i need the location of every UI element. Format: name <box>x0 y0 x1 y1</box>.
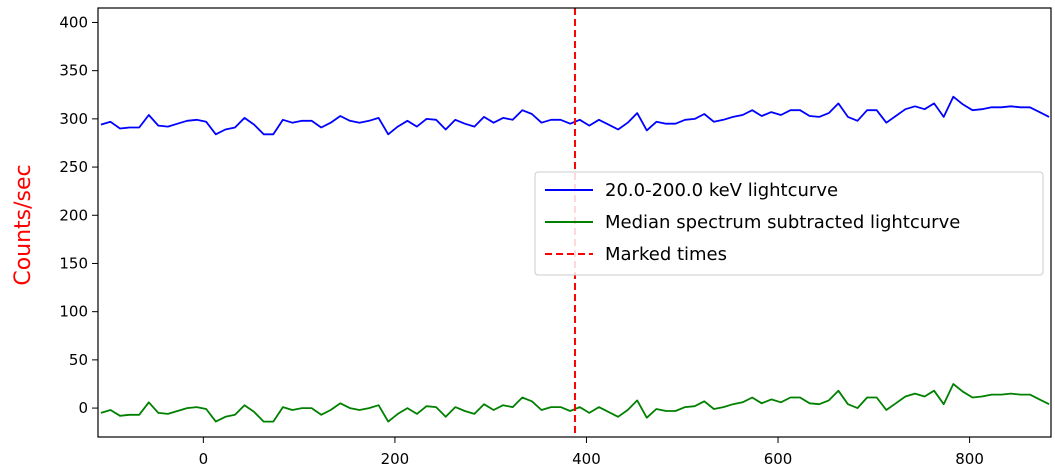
y-tick-label: 200 <box>59 206 88 224</box>
y-tick-label: 250 <box>59 158 88 176</box>
y-tick-label: 400 <box>59 13 88 31</box>
y-tick-label: 300 <box>59 110 88 128</box>
legend-box <box>534 171 1044 276</box>
x-tick-label: 0 <box>199 450 209 468</box>
axes-frame <box>97 7 1052 438</box>
x-tick-label: 400 <box>572 450 601 468</box>
y-tick-label: 100 <box>59 303 88 321</box>
legend-label-3: Marked times <box>605 244 727 265</box>
y-tick-label: 350 <box>59 62 88 80</box>
y-tick-label: 0 <box>78 399 88 417</box>
y-tick-label: 50 <box>69 351 88 369</box>
legend-label-2: Median spectrum subtracted lightcurve <box>605 212 960 233</box>
legend: 20.0-200.0 keV lightcurve Median spectrum… <box>534 171 1044 276</box>
legend-label-1: 20.0-200.0 keV lightcurve <box>605 180 838 201</box>
x-tick-label: 200 <box>381 450 410 468</box>
x-tick-label: 600 <box>764 450 793 468</box>
y-tick-label: 150 <box>59 254 88 272</box>
plot-area: 0 50 100 150 200 250 300 350 400 0 200 400 600 800 20.… <box>59 7 1052 468</box>
y-axis-label: Counts/sec <box>11 164 36 285</box>
x-tick-label: 800 <box>955 450 984 468</box>
